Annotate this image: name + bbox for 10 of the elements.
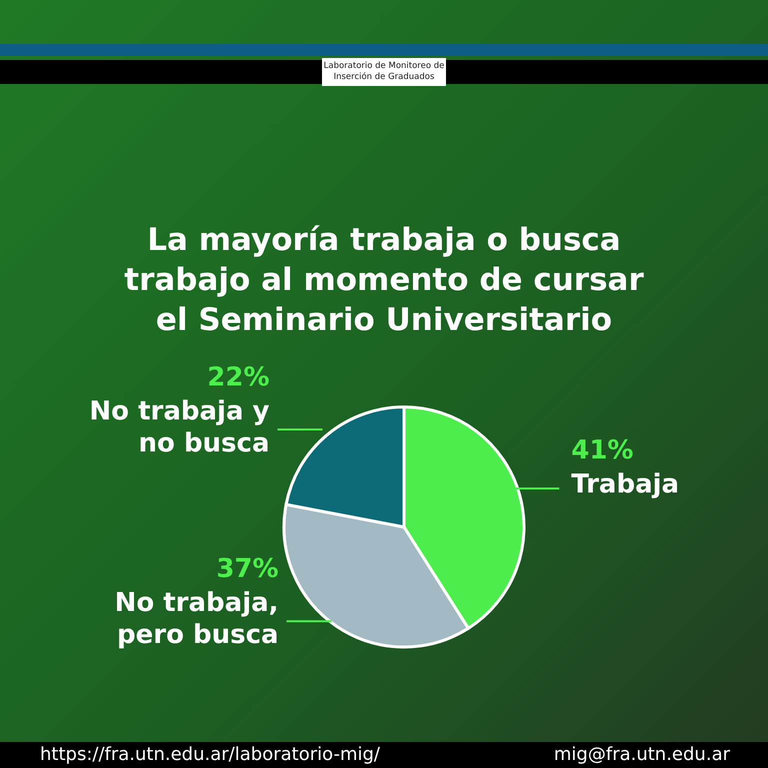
data-label: 41% (571, 436, 634, 466)
text: mig@fra.utn.edu.ar (554, 744, 730, 765)
data-label: 37% (216, 554, 279, 584)
data-label: 22% (207, 362, 270, 393)
text: Laboratorio de Monitoreo de Inserción de Graduados (322, 58, 446, 86)
slice-label: No trabaja y no busca (89, 396, 270, 459)
slice-label: No trabaja, pero busca (114, 588, 279, 650)
text: https://fra.utn.edu.ar/laboratorio-mig/ (40, 744, 380, 765)
chart-title: La mayoría trabaja o busca trabajo al momento de cursar el Seminario Universitario (123, 221, 645, 340)
slice-label: Trabaja (571, 470, 680, 500)
